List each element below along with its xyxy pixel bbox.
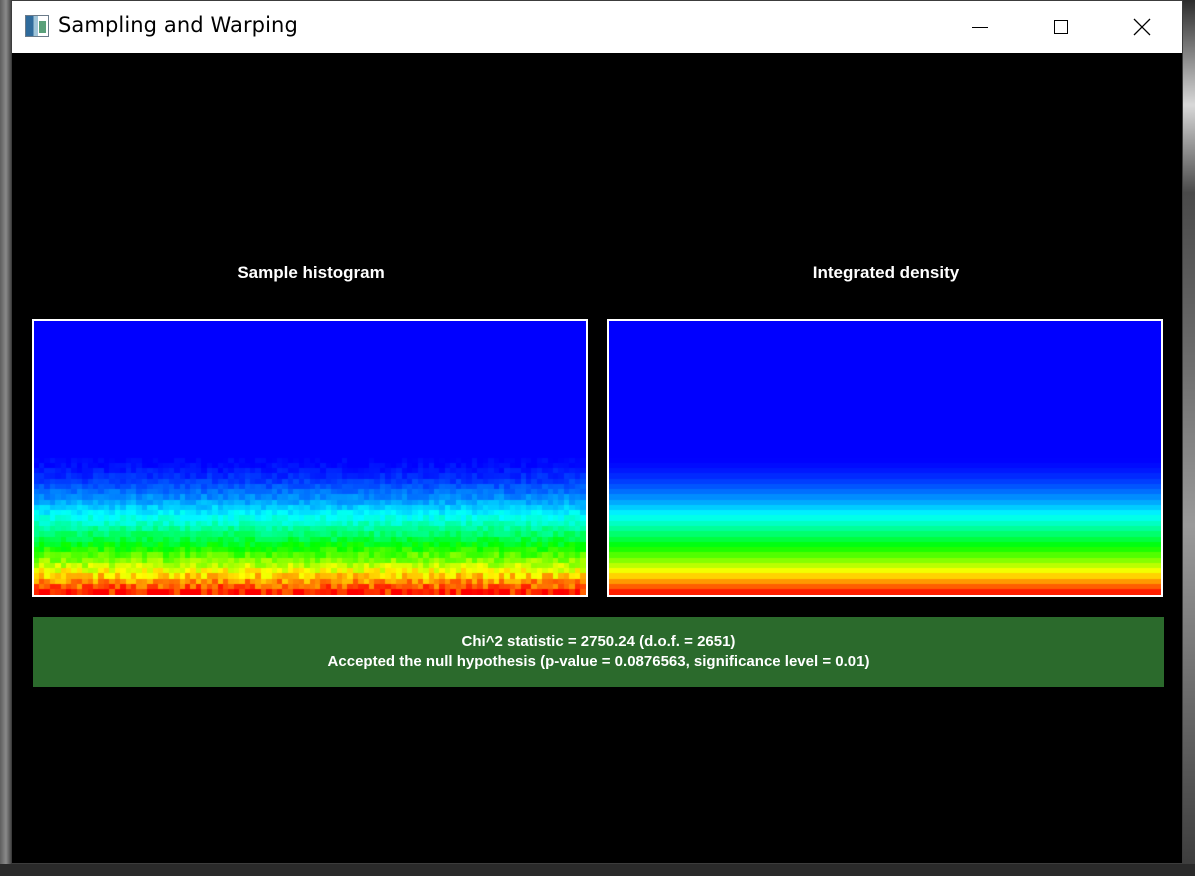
chi2-statistic-text: Chi^2 statistic = 2750.24 (d.o.f. = 2651… — [461, 633, 736, 650]
window-title: Sampling and Warping — [58, 13, 298, 37]
close-icon — [1133, 18, 1151, 36]
minimize-button[interactable] — [940, 1, 1020, 53]
integrated-density-title: Integrated density — [812, 263, 960, 282]
maximize-icon — [1054, 20, 1068, 34]
integrated-density-plot — [607, 319, 1163, 597]
sample-histogram-plot — [32, 319, 588, 597]
sample-histogram-canvas — [34, 321, 586, 595]
app-window: Sampling and Warping Sample histogram In… — [11, 0, 1183, 864]
desktop-background-bottom — [0, 864, 1195, 876]
hypothesis-result-text: Accepted the null hypothesis (p-value = … — [327, 653, 870, 670]
app-icon — [25, 15, 49, 37]
minimize-icon — [972, 26, 988, 28]
sample-histogram-title: Sample histogram — [237, 263, 385, 282]
maximize-button[interactable] — [1021, 1, 1101, 53]
close-button[interactable] — [1102, 1, 1182, 53]
title-bar[interactable]: Sampling and Warping — [12, 1, 1182, 53]
chi2-result-banner: Chi^2 statistic = 2750.24 (d.o.f. = 2651… — [33, 617, 1164, 687]
desktop-background — [1183, 0, 1195, 876]
integrated-density-canvas — [609, 321, 1161, 595]
